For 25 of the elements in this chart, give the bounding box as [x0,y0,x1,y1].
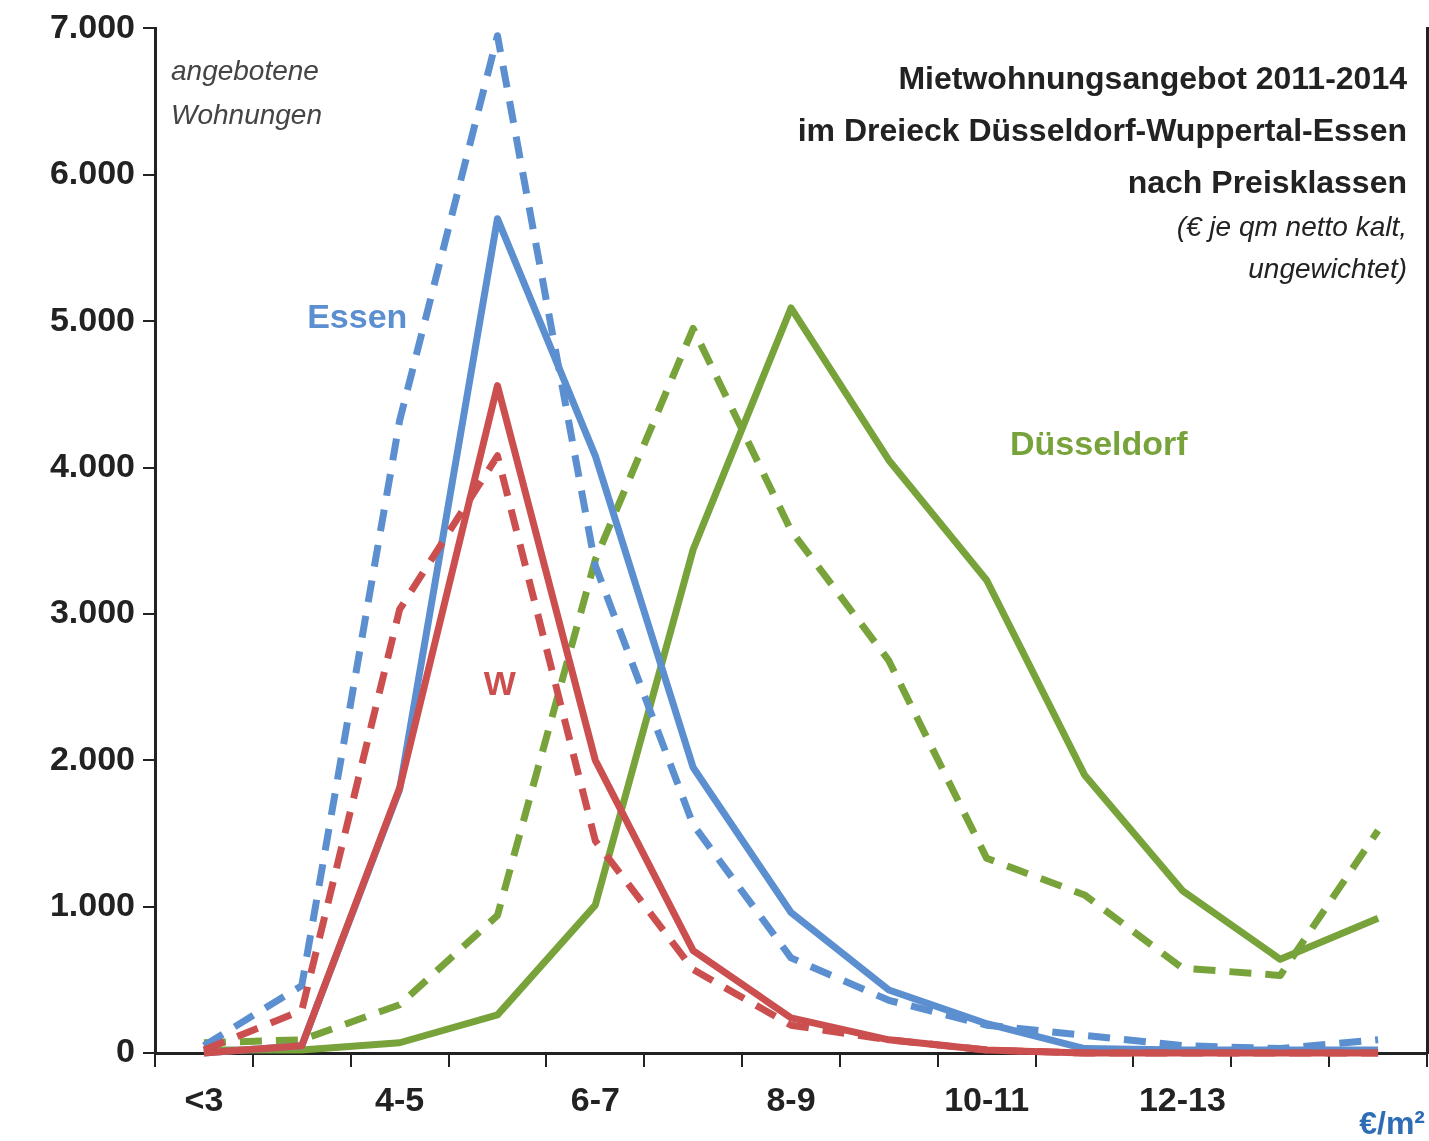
x-tick-label: 6-7 [570,1079,620,1118]
text: Wohnungen [171,99,323,131]
y-tick-label: 1.000 [49,885,135,923]
y-tick-label: 3.000 [49,592,135,631]
x-tick-label: 4-5 [375,1079,425,1118]
text: im Dreieck Düsseldorf-Wuppertal-Essen [797,112,1407,149]
text: (€ je qm netto kalt, [1176,211,1407,243]
y-tick-label: 7.000 [49,6,135,45]
text: Essen [307,296,408,335]
series-label: W [483,663,517,702]
x-axis-title: €/m² [1359,1104,1425,1141]
text: angebotene [171,55,319,87]
y-tick-label: 5.000 [49,299,135,338]
x-tick-label: <3 [184,1079,224,1118]
x-tick-label: 8-9 [766,1079,816,1118]
text: ungewichtet) [1248,253,1407,285]
text: Mietwohnungsangebot 2011-2014 [898,60,1407,97]
x-tick-label: 10-11 [944,1079,1030,1118]
x-tick-label: 12-13 [1138,1079,1226,1118]
text: nach Preisklassen [1127,164,1407,201]
y-tick-label: 0 [116,1031,135,1070]
y-tick-label: 2.000 [49,738,135,777]
text: Düsseldorf [1010,423,1189,462]
y-tick-label: 6.000 [49,153,135,192]
y-tick-label: 4.000 [49,445,135,484]
